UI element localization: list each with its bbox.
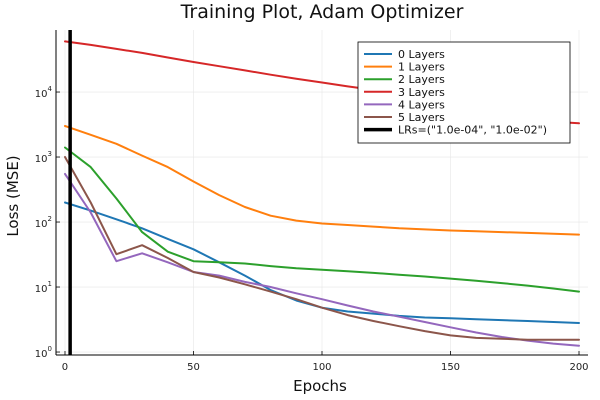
y-tick-label: 102	[35, 215, 52, 230]
legend-label: 5 Layers	[398, 111, 445, 124]
series-line-2-layers	[64, 146, 580, 293]
y-axis-title: Loss (MSE)	[4, 155, 22, 236]
y-tick-label: 103	[35, 150, 52, 165]
x-tick-label: 100	[312, 362, 331, 373]
x-tick-label: 150	[441, 362, 460, 373]
legend-box	[357, 41, 571, 144]
x-tick-labels: 0 50 100 150 200	[62, 362, 589, 373]
axes	[55, 30, 588, 356]
series-line-5-layers	[64, 156, 580, 341]
legend-label: 2 Layers	[398, 73, 445, 86]
chart-title: Training Plot, Adam Optimizer	[180, 1, 464, 23]
legend-label: 1 Layers	[398, 61, 445, 74]
y-tick-label: 101	[35, 280, 52, 295]
x-tick-label: 200	[569, 362, 588, 373]
y-tick-label: 104	[35, 85, 53, 100]
legend-label: 4 Layers	[398, 98, 445, 111]
series-line-1-layers	[64, 125, 580, 236]
x-axis-title: Epochs	[293, 377, 347, 395]
legend-label: 0 Layers	[398, 48, 445, 61]
y-tick-labels: 100 101 102 103 104	[35, 85, 53, 360]
x-tick-label: 0	[62, 362, 68, 373]
x-tick-label: 50	[187, 362, 200, 373]
series-line-4-layers	[64, 172, 580, 347]
legend-label: LRs=("1.0e-04", "1.0e-02")	[398, 124, 547, 137]
y-tick-label: 100	[35, 345, 52, 360]
legend-label: 3 Layers	[398, 86, 445, 99]
